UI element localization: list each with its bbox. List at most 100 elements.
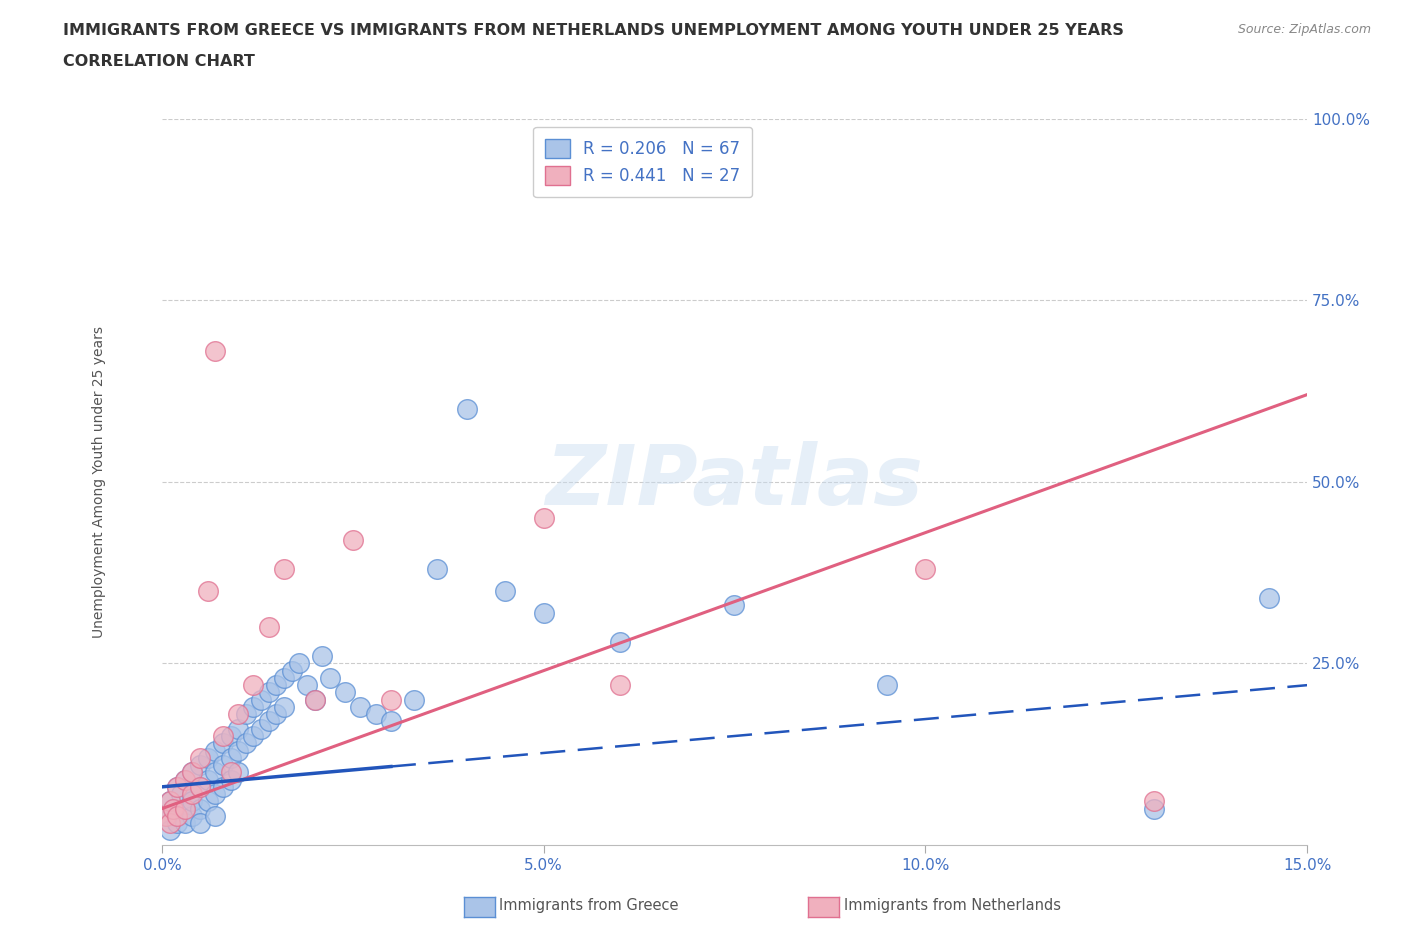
Point (155, 808, 177, 823)
Point (364, 707, 387, 722)
Point (266, 678, 288, 693)
Point (166, 816, 188, 830)
Point (723, 598, 745, 613)
Point (295, 678, 318, 693)
Point (304, 692, 326, 707)
Point (273, 671, 295, 685)
Text: IMMIGRANTS FROM GREECE VS IMMIGRANTS FROM NETHERLANDS UNEMPLOYMENT AMONG YOUTH U: IMMIGRANTS FROM GREECE VS IMMIGRANTS FRO… (63, 23, 1125, 38)
Point (197, 583, 219, 598)
Point (1143, 802, 1166, 817)
Point (226, 707, 249, 722)
Point (212, 758, 235, 773)
Point (876, 678, 898, 693)
Point (159, 816, 181, 830)
Text: Immigrants from Greece: Immigrants from Greece (499, 898, 679, 913)
Point (166, 779, 188, 794)
Point (1143, 794, 1166, 809)
Point (349, 699, 371, 714)
Point (273, 699, 295, 714)
Point (162, 802, 184, 817)
Point (380, 692, 402, 707)
Point (226, 764, 249, 779)
Legend: R = 0.206   N = 67, R = 0.441   N = 27: R = 0.206 N = 67, R = 0.441 N = 27 (533, 127, 752, 197)
Point (181, 764, 204, 779)
Point (426, 562, 449, 577)
Text: Immigrants from Netherlands: Immigrants from Netherlands (844, 898, 1060, 913)
Point (402, 692, 425, 707)
Point (250, 692, 273, 707)
Point (173, 816, 195, 830)
Point (235, 736, 257, 751)
Point (212, 728, 235, 743)
Point (188, 779, 211, 794)
Point (609, 678, 631, 693)
Point (219, 751, 242, 765)
Point (280, 663, 302, 678)
Point (159, 794, 181, 809)
Point (219, 764, 242, 779)
Point (155, 808, 177, 823)
Point (212, 736, 235, 751)
Point (257, 685, 280, 700)
Point (456, 402, 478, 417)
Point (188, 751, 211, 765)
Point (204, 764, 226, 779)
Point (219, 728, 242, 743)
Point (342, 533, 364, 548)
Point (242, 728, 264, 743)
Point (212, 779, 235, 794)
Point (159, 823, 181, 838)
Point (609, 634, 631, 649)
Point (181, 808, 204, 823)
Point (226, 722, 249, 737)
Point (219, 772, 242, 787)
Point (319, 671, 342, 685)
Y-axis label: Unemployment Among Youth under 25 years: Unemployment Among Youth under 25 years (93, 326, 107, 638)
Point (197, 772, 219, 787)
Point (173, 802, 195, 817)
Point (494, 583, 516, 598)
Point (257, 714, 280, 729)
Point (242, 678, 264, 693)
Point (204, 787, 226, 802)
Point (188, 758, 211, 773)
Point (266, 707, 288, 722)
Text: CORRELATION CHART: CORRELATION CHART (63, 54, 254, 69)
Point (159, 794, 181, 809)
Point (273, 562, 295, 577)
Point (188, 816, 211, 830)
Point (250, 722, 273, 737)
Point (226, 743, 249, 758)
Point (311, 649, 333, 664)
Point (181, 764, 204, 779)
Point (288, 656, 311, 671)
Point (1257, 591, 1279, 605)
Point (533, 511, 555, 525)
Point (181, 787, 204, 802)
Point (204, 808, 226, 823)
Point (181, 794, 204, 809)
Point (166, 808, 188, 823)
Point (162, 802, 184, 817)
Point (533, 605, 555, 620)
Point (173, 802, 195, 817)
Point (242, 699, 264, 714)
Point (173, 772, 195, 787)
Text: ZIPatlas: ZIPatlas (546, 442, 924, 523)
Point (181, 787, 204, 802)
Point (333, 685, 356, 700)
Point (257, 619, 280, 634)
Text: Source: ZipAtlas.com: Source: ZipAtlas.com (1237, 23, 1371, 36)
Point (170, 787, 193, 802)
Point (204, 343, 226, 358)
Point (173, 772, 195, 787)
Point (166, 808, 188, 823)
Point (304, 692, 326, 707)
Point (197, 751, 219, 765)
Point (166, 779, 188, 794)
Point (188, 779, 211, 794)
Point (204, 743, 226, 758)
Point (380, 714, 402, 729)
Point (197, 794, 219, 809)
Point (188, 802, 211, 817)
